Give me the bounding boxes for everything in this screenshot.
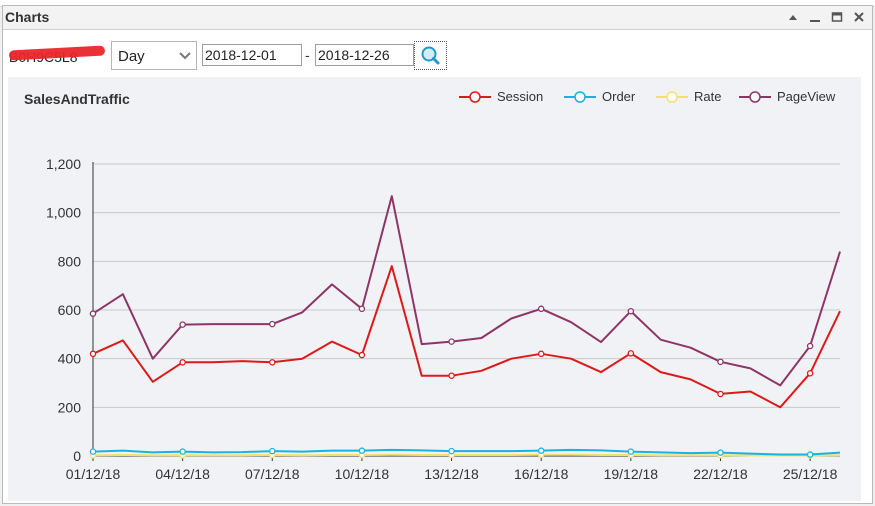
legend-label-rate: Rate [694,89,722,104]
filter-toolbar: B0H9C5L8 Day - [3,38,872,76]
data-point-order [179,448,186,455]
data-point-session [358,351,366,359]
data-point-session [179,359,186,366]
series-line-order [92,448,841,456]
data-point-pageview [717,358,724,366]
magnifier-icon [421,46,440,65]
date-to-input[interactable] [315,44,414,66]
close-icon[interactable] [852,10,866,24]
x-tick-label: 22/12/18 [693,466,748,482]
data-point-pageview [358,305,366,313]
legend-marker-session [459,90,491,103]
data-point-order [89,448,97,455]
data-point-session [537,350,545,358]
x-tick-label: 19/12/18 [604,466,659,482]
y-tick-label: 800 [58,253,82,269]
x-tick-label: 16/12/18 [514,466,569,482]
search-button[interactable] [414,41,447,70]
y-tick-label: 400 [58,351,82,367]
data-point-pageview [89,310,97,317]
data-point-pageview [269,320,276,328]
x-tick-label: 13/12/18 [424,466,479,482]
x-tick-label: 25/12/18 [783,466,838,482]
x-tick-label: 04/12/18 [155,466,210,482]
data-point-session [269,359,276,366]
data-point-order [537,447,545,454]
legend-label-session: Session [497,89,544,104]
minimize-icon[interactable] [808,10,822,24]
chevron-down-icon [178,49,192,67]
series-line-session [92,265,841,409]
data-point-session [627,350,635,357]
charts-window: Charts B0H9C5L8 Day - [2,5,873,504]
line-chart: 0 200 400 600 800 1,000 1,200 01/12/18 04/12/18 0… [46,156,841,482]
legend-label-order: Order [602,89,636,104]
data-point-order [448,447,455,455]
series-line-rate [92,453,841,457]
series-line-pageview [92,195,841,387]
legend-marker-order [564,90,596,103]
chart-panel: SalesAndTraffic Session Order Rate PageV… [8,77,861,501]
y-tick-label: 0 [73,448,81,464]
data-point-order [806,451,814,458]
x-tick-label: 01/12/18 [66,466,121,482]
legend-marker-rate [656,90,688,103]
x-tick-label: 07/12/18 [245,466,300,482]
data-point-pageview [179,321,186,328]
maximize-icon[interactable] [830,10,844,24]
data-point-pageview [806,342,814,350]
data-point-session [448,372,455,379]
y-tick-label: 1,000 [46,205,81,221]
data-point-order [717,449,724,456]
data-point-pageview [448,338,455,345]
period-value: Day [118,48,145,65]
date-separator: - [305,47,310,63]
y-tick-label: 600 [58,302,82,318]
period-select[interactable]: Day [111,41,197,70]
data-point-session [717,390,724,398]
legend-item-rate[interactable]: Rate [655,89,721,104]
legend-marker-pageview [739,90,771,103]
chart-title: SalesAndTraffic [24,91,130,107]
x-tick-label: 10/12/18 [335,466,390,482]
legend-item-order[interactable]: Order [563,89,635,104]
data-point-pageview [627,307,635,315]
data-point-order [269,447,276,455]
legend-label-pageview: PageView [777,89,836,104]
data-point-session [806,370,814,377]
window-controls [786,10,866,24]
collapse-icon[interactable] [786,10,800,24]
legend-item-session[interactable]: Session [458,89,543,104]
legend-item-pageview[interactable]: PageView [738,89,835,104]
y-tick-label: 200 [58,399,82,415]
data-point-session [89,350,97,358]
window-title: Charts [5,9,50,25]
data-point-pageview [537,305,545,313]
date-from-input[interactable] [202,44,302,66]
data-point-order [627,448,635,455]
y-tick-label: 1,200 [46,156,81,172]
window-titlebar[interactable]: Charts [3,6,872,30]
data-point-order [358,447,366,454]
